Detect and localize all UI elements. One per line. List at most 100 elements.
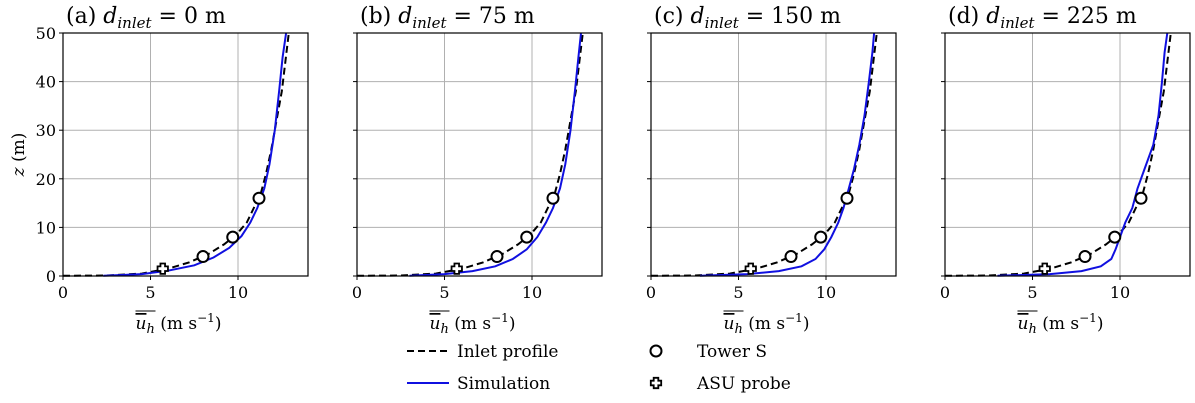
asu-probe-marker [744,262,757,275]
x-tick-label: 10 [522,283,542,302]
title-sub: inlet [705,14,740,32]
x-tick-label: 0 [58,283,68,302]
title-rest: = 225 m [1035,4,1137,29]
xlabel-close: ) [803,314,810,334]
tower-s-marker [814,230,828,244]
x-tick-label: 10 [1110,283,1130,302]
axes-frame [944,32,1191,277]
simulation-line [409,32,582,277]
xlabel-unit: (m s [155,314,197,334]
x-axis-label: uh (m s−1) [430,311,516,337]
tower-s-marker [490,250,504,264]
y-tick-label: 20 [36,170,56,189]
xlabel-exp: −1 [1079,311,1097,325]
y-tick-label: 0 [46,267,56,286]
asu-probe-marker [1038,262,1051,275]
title-var: d [103,4,117,29]
title-prefix: (c) [654,4,690,29]
title-prefix: (d) [948,4,986,29]
panel-a: 0 5 10 0 10 20 30 40 50 (a) dinlet = 0 m uh (m s−1… [9,4,309,337]
legend-swatch-plus [649,376,663,390]
tower-s-marker [1078,250,1092,264]
axes-frame [62,32,309,277]
legend-item: Simulation [407,374,550,394]
title-var: d [398,4,412,29]
xlabel-unit: (m s [743,314,785,334]
xlabel-var: u [1018,314,1029,334]
panel-title: (b) dinlet = 75 m [360,4,535,32]
tower-s-marker [784,250,798,264]
asu-probe-marker [156,262,169,275]
xlabel-var: u [136,314,147,334]
panel-d: 0 5 10 (d) dinlet = 225 m uh (m s−1) [940,4,1191,337]
xlabel-sub: h [734,322,742,337]
title-sub: inlet [117,14,152,32]
x-tick-label: 0 [940,283,950,302]
legend-item: ASU probe [649,374,791,394]
title-sub: inlet [412,14,447,32]
title-rest: = 0 m [152,4,226,29]
title-prefix: (a) [66,4,103,29]
xlabel-close: ) [1097,314,1104,334]
x-tick-label: 5 [145,283,155,302]
y-tick-label: 40 [36,73,56,92]
tower-s-marker [520,230,534,244]
asu-probe-marker [450,262,463,275]
xlabel-var: u [724,314,735,334]
inlet-profile-line [62,32,290,277]
axes-frame [356,32,603,277]
x-tick-label: 5 [1027,283,1037,302]
x-tick-label: 0 [646,283,656,302]
tower-s-marker [252,191,266,205]
panel-title: (a) dinlet = 0 m [66,4,226,32]
ylabel-unit: (m) [9,133,29,168]
xlabel-close: ) [509,314,516,334]
simulation-line [997,32,1169,277]
y-tick-label: 50 [36,24,56,43]
y-axis-label: z (m) [9,133,29,178]
legend-item: Inlet profile [407,342,558,362]
legend-label: Tower S [697,342,767,362]
tower-s-marker [1108,230,1122,244]
axes-frame [650,32,897,277]
xlabel-close: ) [215,314,222,334]
inlet-profile-line [650,32,878,277]
title-rest: = 150 m [739,4,841,29]
legend-item: Tower S [649,342,767,362]
legend-label: Simulation [457,374,550,394]
xlabel-sub: h [146,322,154,337]
tower-s-marker [196,250,210,264]
x-axis-label: uh (m s−1) [136,311,222,337]
x-axis-label: uh (m s−1) [724,311,810,337]
x-tick-label: 5 [733,283,743,302]
x-axis-label: uh (m s−1) [1018,311,1104,337]
xlabel-unit: (m s [449,314,491,334]
title-rest: = 75 m [447,4,535,29]
ylabel-var: z [9,166,29,177]
xlabel-unit: (m s [1037,314,1079,334]
x-tick-label: 10 [228,283,248,302]
x-tick-label: 0 [352,283,362,302]
panel-title: (c) dinlet = 150 m [654,4,841,32]
title-var: d [986,4,1000,29]
simulation-line [699,32,876,277]
xlabel-sub: h [440,322,448,337]
title-prefix: (b) [360,4,398,29]
tower-s-marker [226,230,240,244]
legend-label: ASU probe [696,374,791,394]
xlabel-var: u [430,314,441,334]
panel-c: 0 5 10 (c) dinlet = 150 m uh (m s−1) [646,4,897,337]
legend-swatch-circle [649,344,663,358]
panel-title: (d) dinlet = 225 m [948,4,1137,32]
inlet-profile-line [356,32,584,277]
legend-label: Inlet profile [457,342,558,362]
x-tick-label: 10 [816,283,836,302]
title-var: d [690,4,704,29]
inlet-profile-line [944,32,1172,277]
panel-b: 0 5 10 (b) dinlet = 75 m uh (m s−1) [352,4,603,337]
xlabel-sub: h [1028,322,1036,337]
tower-s-marker [840,191,854,205]
xlabel-exp: −1 [197,311,215,325]
